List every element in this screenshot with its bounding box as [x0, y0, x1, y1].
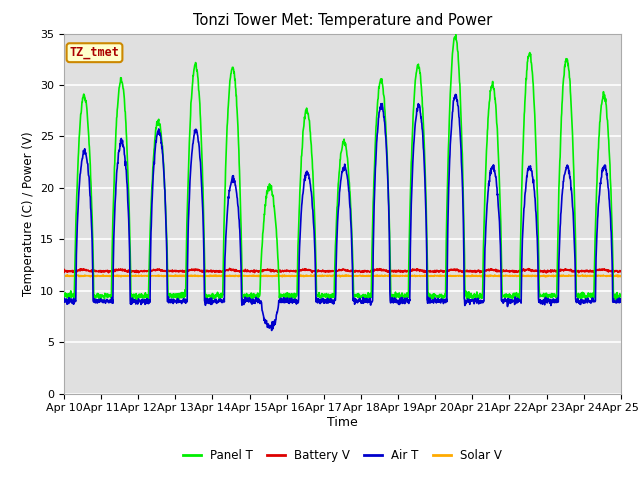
- Y-axis label: Temperature (C) / Power (V): Temperature (C) / Power (V): [22, 132, 35, 296]
- Air T: [452, 92, 460, 97]
- Solar V: [290, 274, 298, 279]
- Battery V: [60, 266, 68, 272]
- Line: Solar V: Solar V: [64, 275, 621, 277]
- Battery V: [92, 268, 100, 274]
- Solar V: [92, 274, 100, 279]
- Battery V: [287, 268, 295, 274]
- Battery V: [179, 269, 187, 275]
- Solar V: [617, 273, 625, 279]
- Text: TZ_tmet: TZ_tmet: [70, 46, 120, 59]
- Battery V: [291, 268, 298, 274]
- Battery V: [542, 270, 550, 276]
- Solar V: [60, 273, 68, 279]
- Air T: [268, 328, 275, 334]
- Solar V: [179, 273, 187, 278]
- Solar V: [579, 272, 586, 278]
- Air T: [60, 296, 68, 301]
- Battery V: [617, 268, 625, 274]
- Panel T: [92, 294, 100, 300]
- Panel T: [438, 298, 446, 304]
- Air T: [269, 323, 276, 329]
- Line: Panel T: Panel T: [64, 35, 621, 301]
- X-axis label: Time: Time: [327, 416, 358, 429]
- Solar V: [440, 273, 448, 279]
- Air T: [92, 300, 100, 306]
- Panel T: [440, 293, 448, 299]
- Panel T: [268, 192, 276, 198]
- Panel T: [287, 293, 295, 299]
- Battery V: [226, 265, 234, 271]
- Panel T: [452, 32, 460, 37]
- Panel T: [617, 294, 625, 300]
- Air T: [617, 296, 625, 302]
- Solar V: [614, 274, 622, 280]
- Air T: [291, 300, 298, 305]
- Title: Tonzi Tower Met: Temperature and Power: Tonzi Tower Met: Temperature and Power: [193, 13, 492, 28]
- Legend: Panel T, Battery V, Air T, Solar V: Panel T, Battery V, Air T, Solar V: [178, 444, 507, 467]
- Battery V: [269, 267, 276, 273]
- Air T: [287, 295, 295, 301]
- Air T: [440, 297, 448, 302]
- Battery V: [440, 268, 448, 274]
- Solar V: [268, 274, 276, 279]
- Panel T: [60, 293, 68, 299]
- Air T: [179, 299, 187, 304]
- Line: Air T: Air T: [64, 95, 621, 331]
- Solar V: [287, 273, 295, 278]
- Line: Battery V: Battery V: [64, 268, 621, 273]
- Panel T: [290, 292, 298, 298]
- Panel T: [179, 289, 187, 295]
